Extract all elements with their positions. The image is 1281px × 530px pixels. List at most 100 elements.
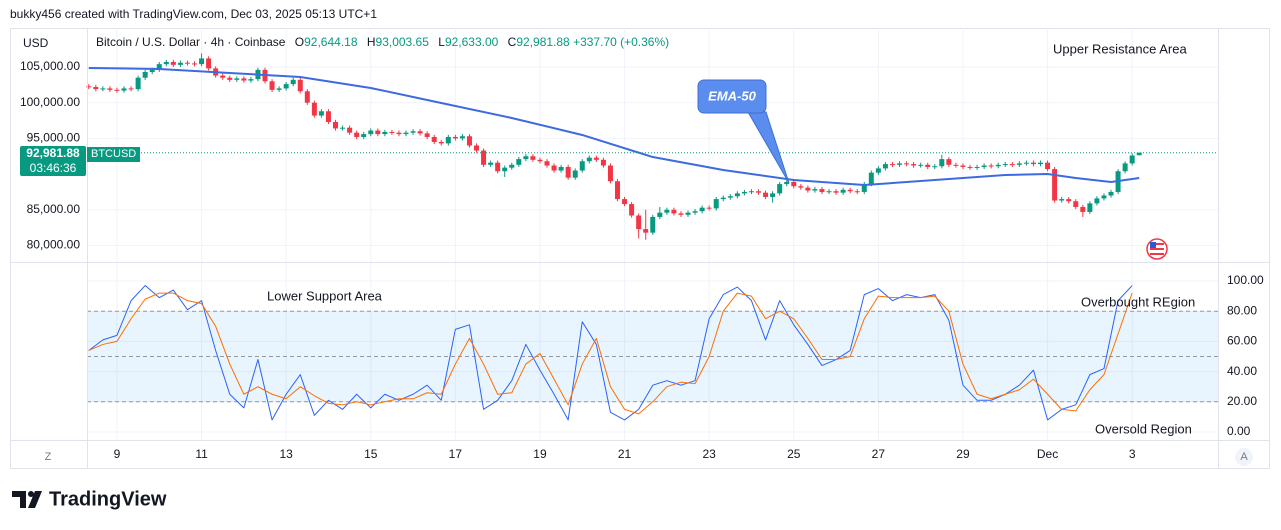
candle-body	[163, 61, 169, 65]
candle-body	[234, 78, 240, 80]
candle-body	[629, 204, 635, 216]
candle-body	[622, 199, 628, 205]
ema-callout: EMA-50	[697, 79, 790, 184]
candle-body	[565, 166, 571, 178]
candle-body	[417, 131, 423, 134]
candle-body	[1122, 163, 1128, 172]
candle-body	[657, 212, 663, 217]
currency-label: USD	[23, 36, 49, 50]
candle-body	[904, 163, 910, 165]
price-tag-countdown: 03:46:36	[29, 161, 77, 175]
candle-body	[1038, 162, 1044, 165]
x-tick-label: 11	[195, 447, 208, 461]
candle-body	[192, 63, 198, 65]
x-tick-label: 3	[1129, 447, 1136, 461]
candle-body	[636, 215, 642, 230]
candle-body	[283, 84, 289, 89]
y-tick-label: 80,000.00	[27, 238, 81, 252]
candle-body	[389, 131, 395, 133]
candle-body	[650, 216, 656, 233]
ohlc-key: C	[507, 35, 517, 49]
price-change: +337.70 (+0.36%)	[573, 35, 670, 49]
candle-body	[269, 81, 275, 90]
candle-body	[403, 132, 409, 135]
candle-body	[826, 191, 832, 193]
candle-body	[706, 207, 712, 209]
candle-body	[1030, 162, 1036, 165]
candle-body	[452, 136, 458, 139]
candle-body	[311, 102, 317, 116]
y-tick-label: 0.00	[1227, 424, 1251, 438]
candle-body	[756, 191, 762, 193]
candle-body	[777, 184, 783, 194]
symbol-tag: BTCUSD	[87, 147, 141, 162]
flag-stripe	[1150, 243, 1164, 245]
candle-body	[276, 88, 282, 90]
annotation: Upper Resistance Area	[1053, 41, 1187, 56]
brand-logo	[12, 491, 42, 508]
flag-stripe	[1150, 248, 1164, 250]
candle-body	[593, 157, 599, 160]
control-button[interactable]: Z	[45, 451, 52, 463]
x-tick-label: 25	[787, 447, 801, 461]
candle-body	[1087, 203, 1093, 212]
y-tick-label: 60.00	[1227, 334, 1257, 348]
candle-body	[523, 156, 529, 160]
symbol-title: Bitcoin / U.S. Dollar · 4h · Coinbase	[96, 35, 286, 49]
candle-body	[875, 168, 881, 173]
price-tag: 92,981.88 03:46:36	[20, 146, 86, 176]
candle-body	[784, 181, 790, 185]
candle-body	[424, 133, 430, 137]
flag-stripe	[1150, 253, 1164, 255]
control-button[interactable]: A	[1240, 451, 1248, 463]
credit-line: bukky456 created with TradingView.com, D…	[10, 7, 377, 21]
candle-body	[1129, 155, 1135, 164]
candle-body	[889, 164, 895, 166]
candle-body	[445, 136, 451, 144]
candle-body	[318, 111, 324, 116]
candle-body	[1136, 152, 1142, 156]
candle-body	[981, 165, 987, 167]
control-button-bg[interactable]	[1235, 448, 1253, 466]
candle-body	[960, 165, 966, 167]
candle-body	[854, 191, 860, 193]
annotation: Lower Support Area	[267, 288, 383, 303]
logo-shape	[28, 491, 34, 497]
candle-body	[1073, 201, 1079, 207]
candle-body	[678, 213, 684, 215]
candle-body	[474, 145, 480, 151]
candle-body	[1101, 195, 1107, 199]
candle-body	[1009, 164, 1015, 166]
candle-body	[177, 62, 183, 65]
candle-body	[382, 131, 388, 135]
candle-body	[868, 172, 874, 185]
x-tick-label: 17	[449, 447, 463, 461]
candle-body	[142, 71, 148, 78]
y-tick-label: 95,000.00	[27, 131, 81, 145]
x-tick-label: Dec	[1037, 447, 1058, 461]
candle-body	[375, 130, 381, 135]
ohlc-key: L	[438, 35, 445, 49]
y-tick-label: 100,000.00	[20, 95, 80, 109]
candle-body	[128, 88, 134, 90]
x-tick-label: 27	[872, 447, 886, 461]
mark-layer: 80,000.00 85,000.00 95,000.00 100,000.00 105…	[20, 41, 1264, 461]
candle-body	[290, 79, 296, 85]
candle-body	[227, 77, 233, 80]
ohlc-value: 93,003.65	[375, 35, 429, 49]
candle-body	[946, 159, 952, 165]
candle-body	[135, 77, 141, 90]
candle-body	[1108, 191, 1114, 196]
candle-body	[861, 184, 867, 192]
candle-body	[537, 159, 543, 162]
candle-body	[121, 88, 127, 91]
candle-body	[819, 189, 825, 192]
candle-body	[791, 181, 797, 187]
ohlc-key: H	[366, 35, 376, 49]
candle-body	[361, 134, 367, 137]
candle-body	[325, 111, 331, 122]
candle-body	[664, 209, 670, 213]
logo-shape	[12, 491, 26, 508]
y-tick-label: 80.00	[1227, 303, 1257, 317]
brand-name: TradingView	[49, 488, 167, 510]
